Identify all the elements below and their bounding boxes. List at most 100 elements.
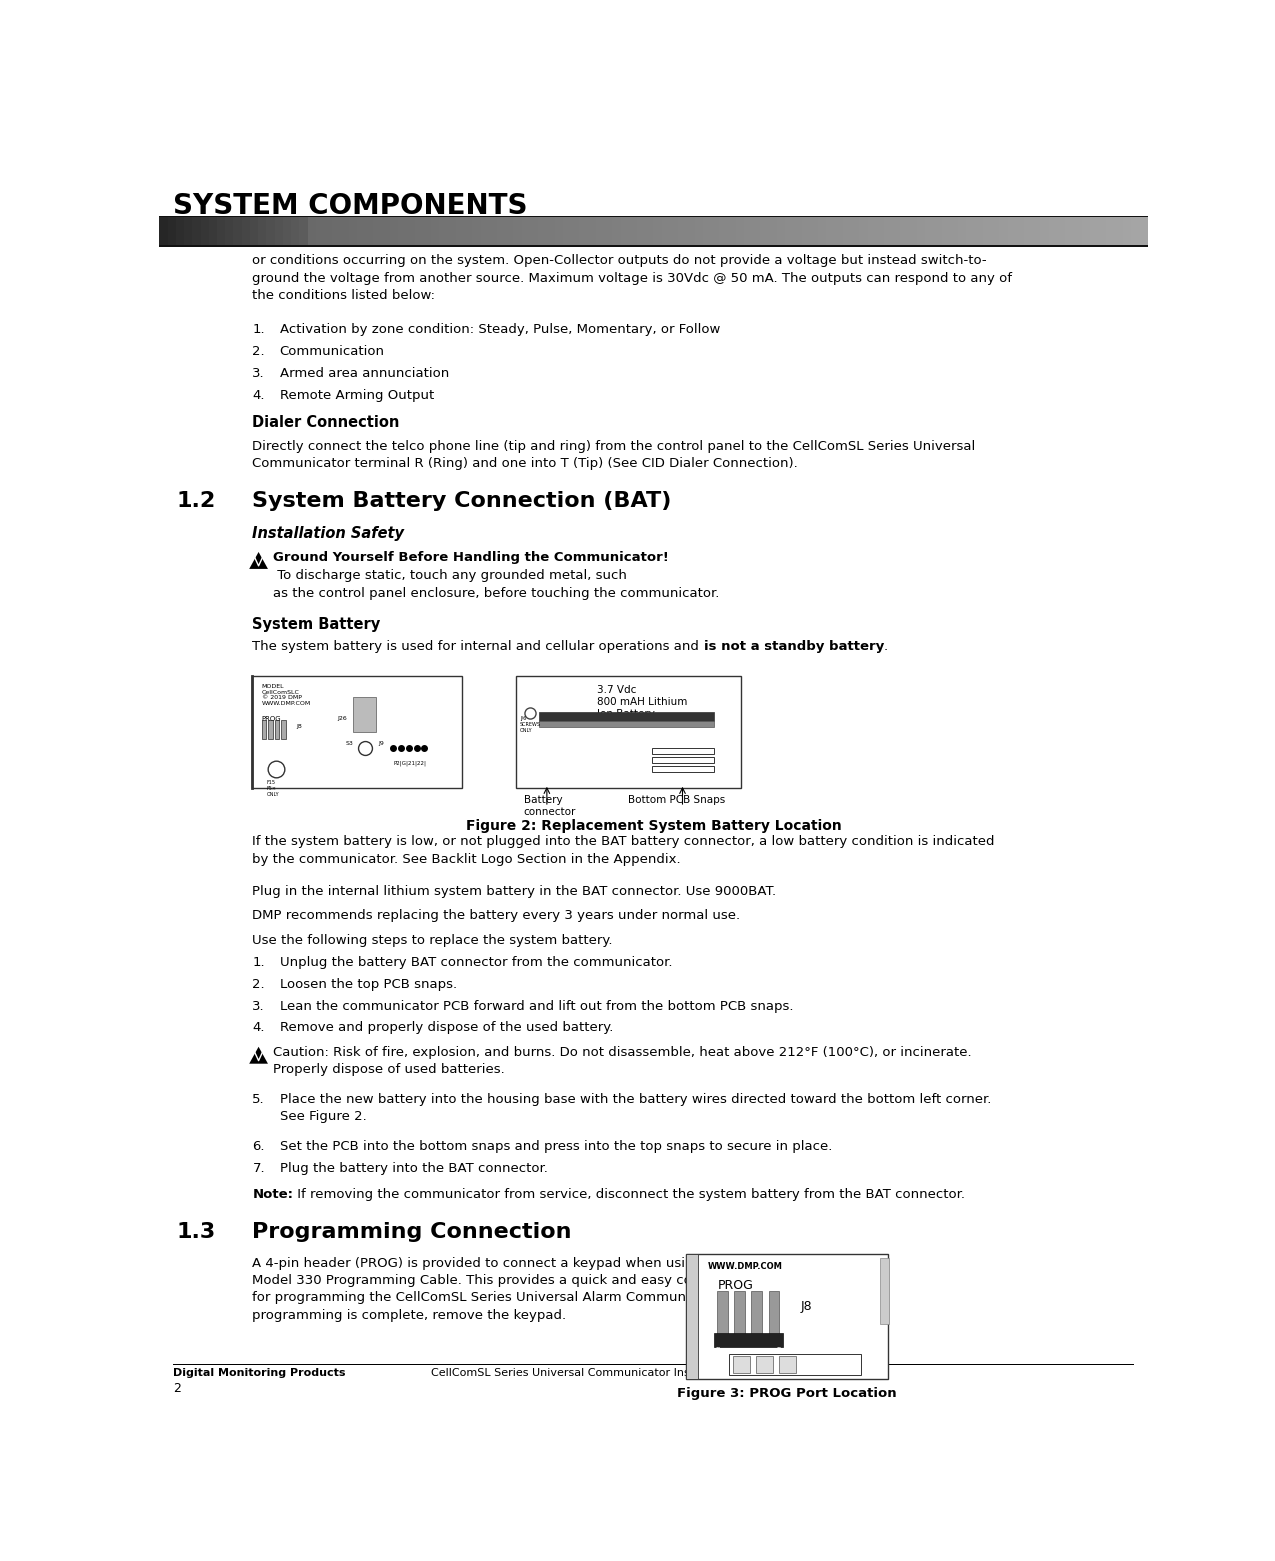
Bar — [909, 217, 918, 245]
Bar — [316, 217, 325, 245]
Text: Remote Arming Output: Remote Arming Output — [279, 389, 434, 401]
Text: 1.: 1. — [252, 957, 265, 969]
Bar — [456, 217, 465, 245]
Bar — [595, 217, 606, 245]
Bar — [736, 217, 746, 245]
Bar — [1081, 217, 1091, 245]
Bar — [652, 748, 714, 754]
Text: Installation Safety: Installation Safety — [252, 526, 404, 542]
Text: Place the new battery into the housing base with the battery wires directed towa: Place the new battery into the housing b… — [279, 1093, 991, 1124]
Bar — [876, 217, 886, 245]
Bar — [859, 217, 870, 245]
Bar — [307, 217, 317, 245]
Text: Unplug the battery BAT connector from the communicator.: Unplug the battery BAT connector from th… — [279, 957, 672, 969]
Bar — [1098, 217, 1108, 245]
Text: .: . — [884, 640, 887, 652]
Bar — [381, 217, 391, 245]
Text: Set the PCB into the bottom snaps and press into the top snaps to secure in plac: Set the PCB into the bottom snaps and pr… — [279, 1141, 831, 1154]
Text: Dialer Connection: Dialer Connection — [252, 415, 400, 429]
Text: 6.: 6. — [252, 1141, 265, 1154]
Text: System Battery Connection (BAT): System Battery Connection (BAT) — [252, 492, 672, 510]
Bar — [785, 217, 796, 245]
Bar — [1057, 217, 1067, 245]
Bar — [530, 217, 539, 245]
Bar — [1007, 217, 1017, 245]
Bar — [242, 217, 251, 245]
Text: Digital Monitoring Products: Digital Monitoring Products — [173, 1369, 346, 1378]
Bar — [1048, 217, 1058, 245]
Bar — [562, 217, 572, 245]
Text: 3.: 3. — [252, 367, 265, 379]
Bar — [1033, 217, 1042, 245]
Bar — [431, 217, 441, 245]
Text: Plug in the internal lithium system battery in the BAT connector. Use 9000BAT.: Plug in the internal lithium system batt… — [252, 885, 776, 898]
Bar — [729, 1353, 861, 1375]
Bar — [233, 217, 244, 245]
Bar — [669, 217, 680, 245]
Bar — [390, 217, 400, 245]
Bar — [966, 217, 977, 245]
Bar — [933, 217, 944, 245]
Text: Lean the communicator PCB forward and lift out from the bottom PCB snaps.: Lean the communicator PCB forward and li… — [279, 999, 793, 1013]
Bar — [678, 217, 689, 245]
Text: J/6
SCREWS
ONLY: J/6 SCREWS ONLY — [520, 716, 541, 732]
Text: PROG: PROG — [718, 1278, 754, 1293]
Bar — [776, 217, 787, 245]
Bar — [464, 217, 474, 245]
Text: CellComSL Series Universal Communicator Installation and Programming Guide: CellComSL Series Universal Communicator … — [431, 1369, 876, 1378]
Text: F15
F5×
ONLY: F15 F5× ONLY — [266, 780, 279, 796]
Text: Communication: Communication — [279, 345, 385, 357]
Bar — [645, 217, 655, 245]
Polygon shape — [249, 553, 268, 568]
Text: is not a standby battery: is not a standby battery — [704, 640, 884, 652]
Text: To discharge static, touch any grounded metal, such
as the control panel enclosu: To discharge static, touch any grounded … — [273, 570, 719, 599]
Bar — [884, 217, 894, 245]
Bar — [686, 1255, 697, 1378]
Bar — [652, 757, 714, 763]
Bar — [810, 217, 820, 245]
Text: 3.7 Vdc
800 mAH Lithium
Ion Battery: 3.7 Vdc 800 mAH Lithium Ion Battery — [597, 685, 687, 718]
Text: R: R — [776, 1347, 782, 1353]
Bar — [226, 217, 235, 245]
Text: Use the following steps to replace the system battery.: Use the following steps to replace the s… — [252, 933, 613, 946]
Bar — [1090, 217, 1099, 245]
Text: 2.: 2. — [252, 345, 265, 357]
Bar — [539, 712, 714, 721]
Bar — [769, 217, 779, 245]
Bar — [779, 1357, 797, 1372]
Bar — [880, 1258, 890, 1324]
Bar — [514, 217, 523, 245]
Bar — [266, 217, 277, 245]
Text: 4.: 4. — [252, 1021, 265, 1035]
Text: Loosen the top PCB snaps.: Loosen the top PCB snaps. — [279, 979, 456, 991]
Bar — [826, 217, 836, 245]
Bar — [843, 217, 853, 245]
Text: Note:: Note: — [252, 1188, 293, 1202]
Bar — [852, 217, 861, 245]
Text: 3.: 3. — [252, 999, 265, 1013]
Bar — [407, 217, 416, 245]
Bar — [184, 217, 194, 245]
Bar — [769, 1291, 779, 1338]
Bar — [365, 217, 375, 245]
Bar — [282, 720, 286, 740]
Bar — [423, 217, 432, 245]
Text: S3: S3 — [346, 741, 353, 746]
Text: Figure 3: PROG Port Location: Figure 3: PROG Port Location — [677, 1386, 896, 1400]
Bar — [555, 217, 565, 245]
Bar — [942, 217, 951, 245]
Bar — [200, 217, 210, 245]
Bar — [340, 217, 351, 245]
Bar — [258, 217, 268, 245]
Bar — [719, 217, 729, 245]
Bar — [440, 217, 449, 245]
Text: A 4-pin header (PROG) is provided to connect a keypad when using a DMP
Model 330: A 4-pin header (PROG) is provided to con… — [252, 1257, 764, 1322]
Bar — [547, 217, 556, 245]
Text: Caution: Risk of fire, explosion, and burns. Do not disassemble, heat above 212°: Caution: Risk of fire, explosion, and bu… — [273, 1046, 972, 1076]
Text: J8: J8 — [801, 1300, 812, 1313]
Bar — [1123, 217, 1132, 245]
Text: Ground Yourself Before Handling the Communicator!: Ground Yourself Before Handling the Comm… — [273, 551, 668, 564]
Bar — [1065, 217, 1075, 245]
Bar — [638, 217, 646, 245]
Bar — [521, 217, 532, 245]
